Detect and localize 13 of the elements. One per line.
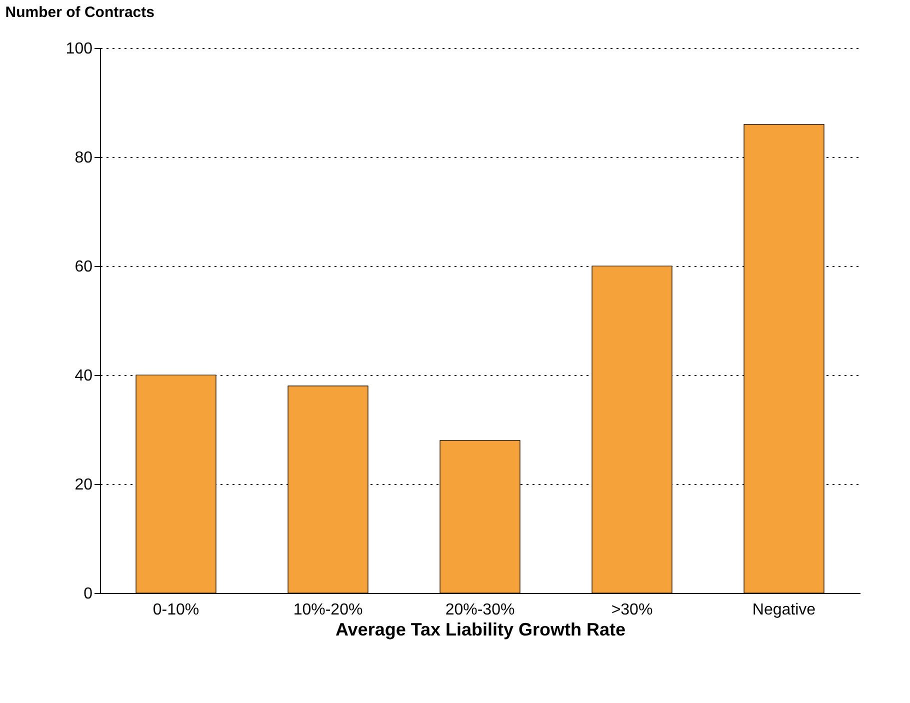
x-tick-label: >30% xyxy=(611,602,653,618)
x-axis-title: Average Tax Liability Growth Rate xyxy=(335,620,626,640)
y-tick-label: 40 xyxy=(74,368,93,384)
y-tick-label: 100 xyxy=(66,40,93,58)
x-tick-label: 10%-20% xyxy=(293,602,363,618)
y-axis-title: Number of Contracts xyxy=(5,4,154,21)
y-tick-label: 20 xyxy=(74,476,93,494)
x-tick-label: 0-10% xyxy=(152,602,200,618)
y-tick-label: 80 xyxy=(74,150,93,166)
y-tick-label: 60 xyxy=(74,258,93,276)
x-tick-label: Negative xyxy=(752,602,816,618)
x-tick-label: 20%-30% xyxy=(445,602,515,618)
y-tick-label: 0 xyxy=(84,586,93,602)
